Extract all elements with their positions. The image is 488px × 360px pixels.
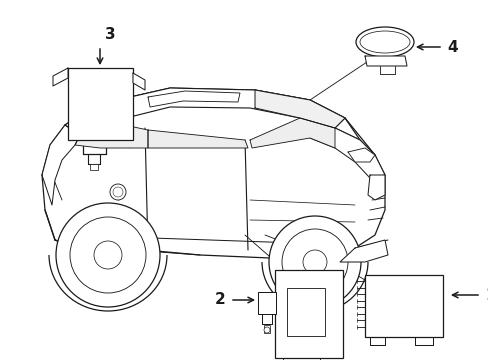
Polygon shape bbox=[309, 128, 384, 178]
Polygon shape bbox=[65, 88, 345, 135]
Bar bbox=[90, 164, 98, 170]
Bar bbox=[68, 68, 133, 140]
Text: 4: 4 bbox=[446, 40, 457, 54]
Circle shape bbox=[70, 217, 146, 293]
Polygon shape bbox=[133, 73, 145, 90]
Bar bbox=[286, 288, 325, 336]
Polygon shape bbox=[75, 122, 148, 148]
Ellipse shape bbox=[355, 27, 413, 57]
Polygon shape bbox=[148, 91, 240, 107]
Polygon shape bbox=[53, 68, 68, 86]
Polygon shape bbox=[148, 130, 247, 148]
Circle shape bbox=[264, 327, 269, 333]
Bar bbox=[258, 292, 275, 314]
Circle shape bbox=[56, 203, 160, 307]
Ellipse shape bbox=[359, 31, 409, 53]
Polygon shape bbox=[42, 88, 384, 258]
Polygon shape bbox=[347, 148, 374, 162]
Polygon shape bbox=[254, 90, 345, 128]
Bar bbox=[364, 275, 442, 337]
Text: 3: 3 bbox=[105, 27, 115, 42]
Circle shape bbox=[268, 216, 360, 308]
Bar bbox=[264, 325, 269, 333]
Polygon shape bbox=[339, 240, 387, 262]
Text: 2: 2 bbox=[215, 292, 225, 307]
Circle shape bbox=[282, 229, 347, 295]
Circle shape bbox=[303, 250, 326, 274]
Polygon shape bbox=[364, 56, 406, 66]
Circle shape bbox=[113, 187, 123, 197]
Text: 1: 1 bbox=[484, 288, 488, 302]
Circle shape bbox=[94, 241, 122, 269]
Polygon shape bbox=[249, 118, 334, 148]
Polygon shape bbox=[367, 175, 384, 200]
Bar bbox=[274, 270, 342, 358]
Polygon shape bbox=[42, 125, 80, 205]
Circle shape bbox=[110, 184, 126, 200]
